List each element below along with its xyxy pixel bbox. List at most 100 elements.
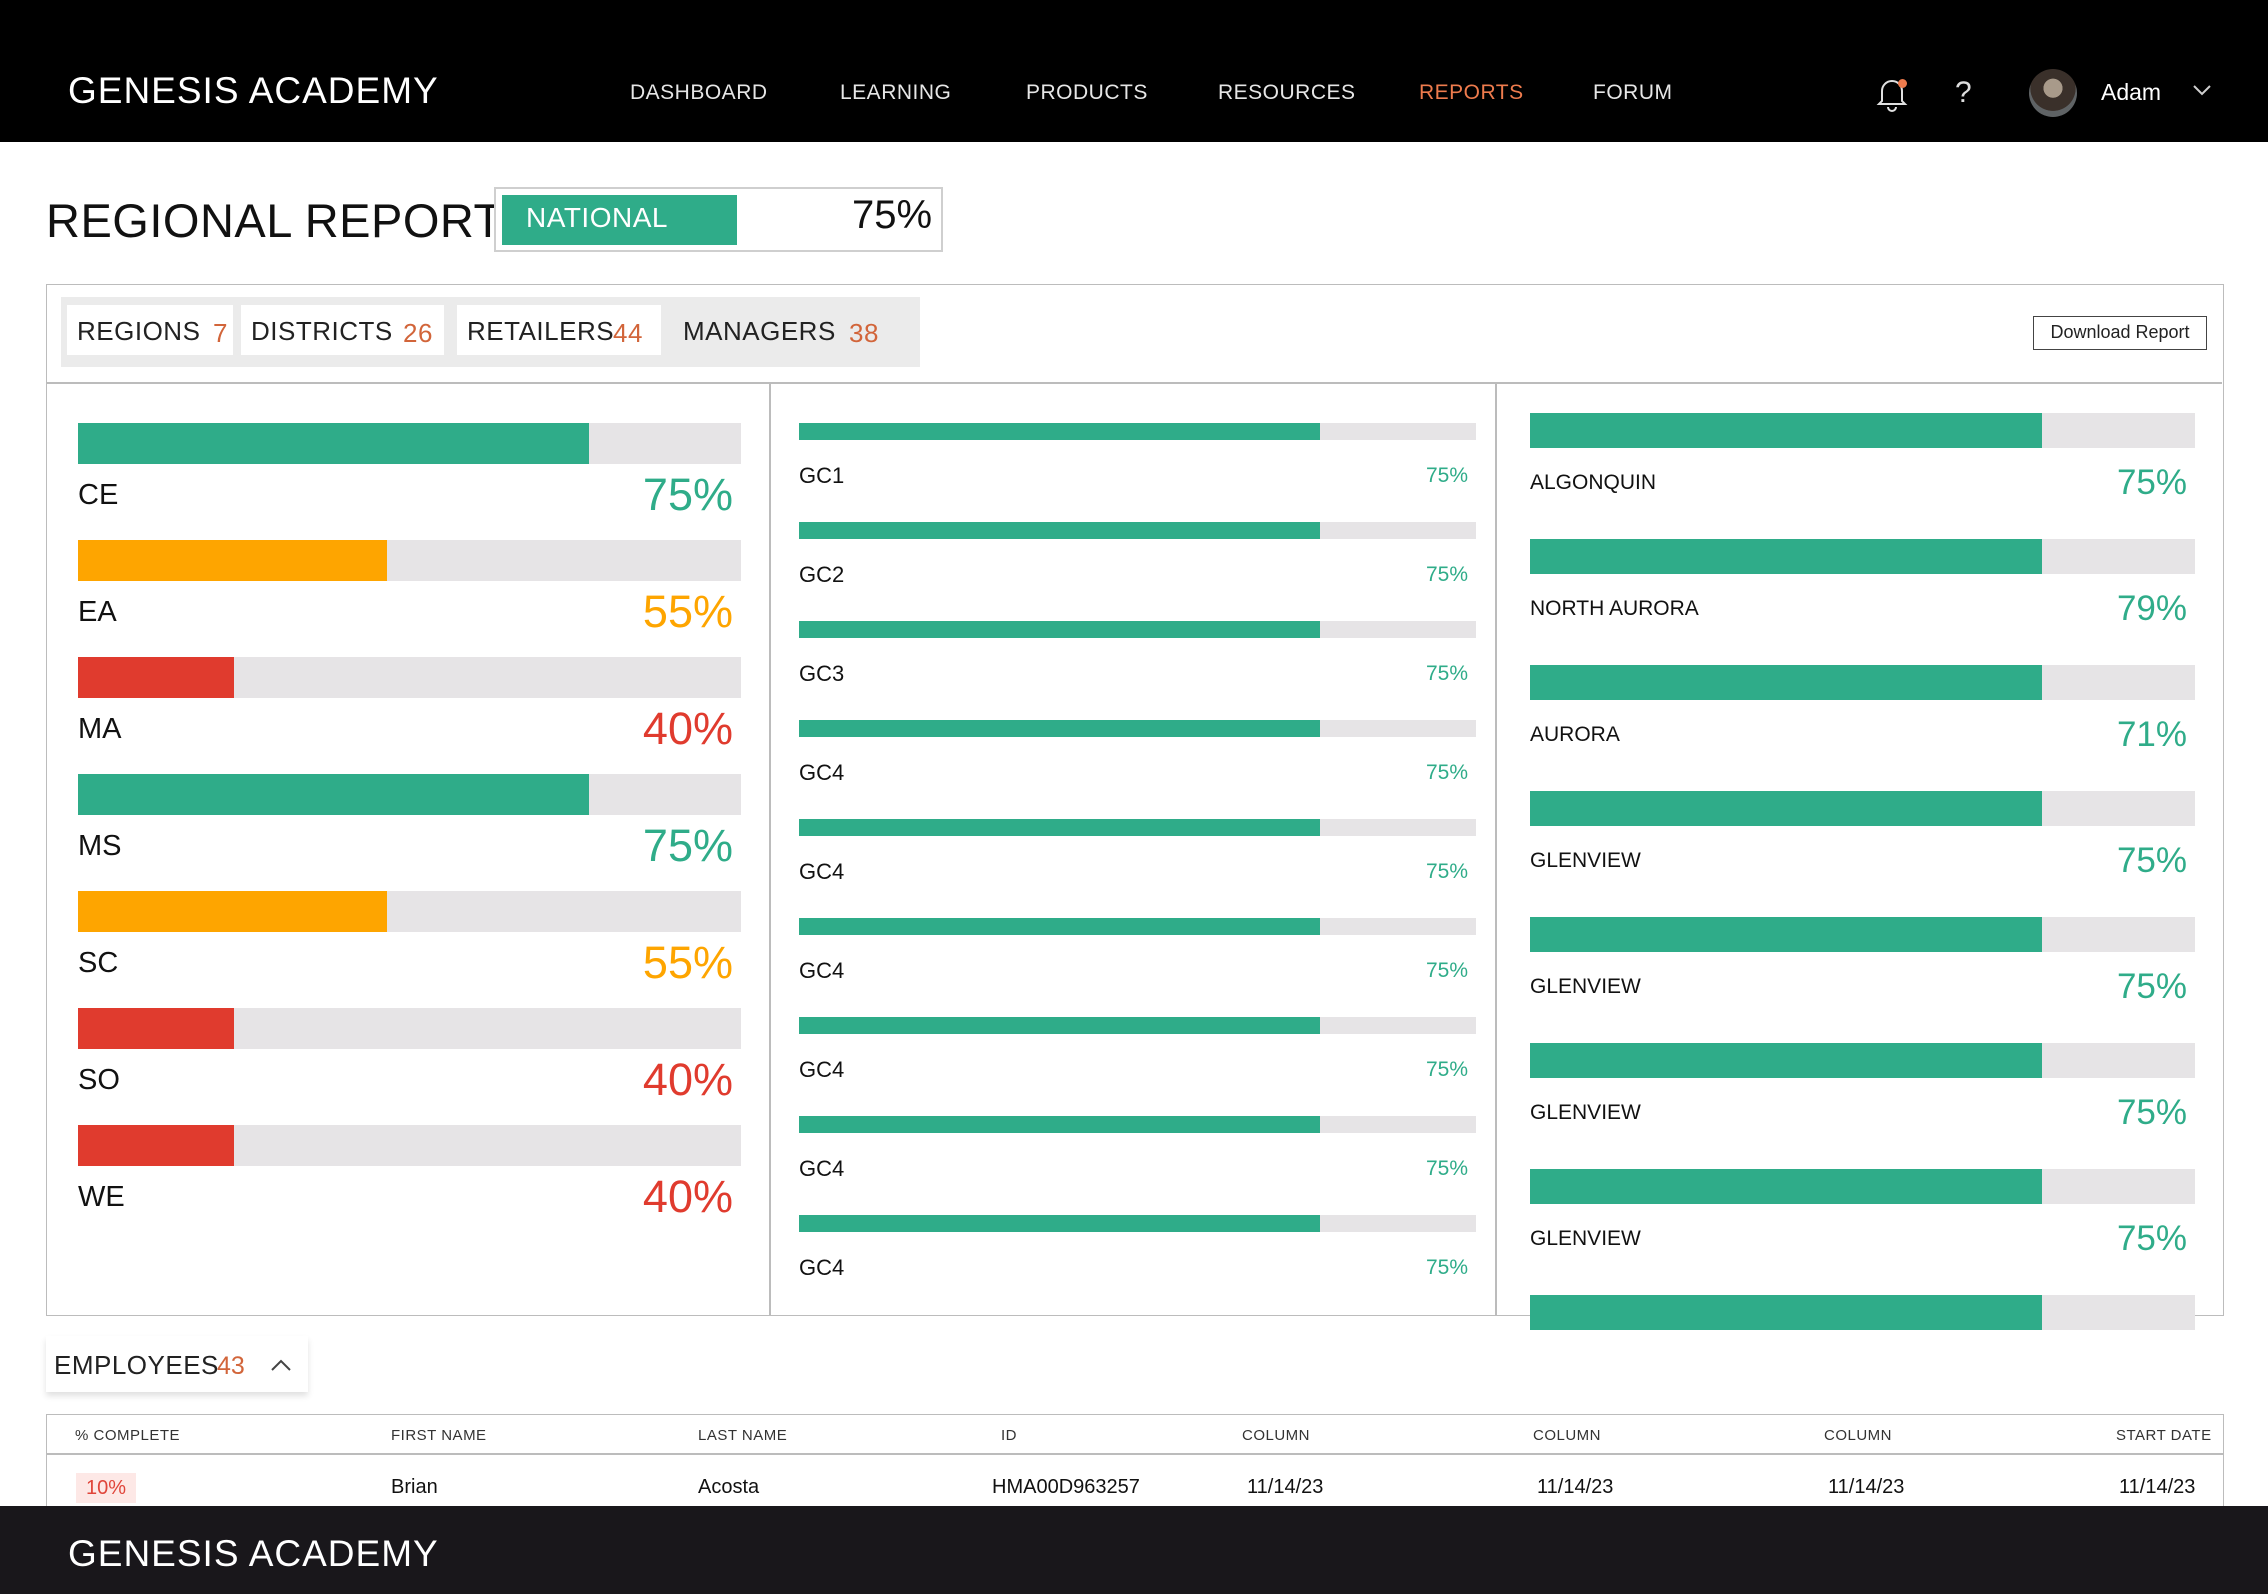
national-value: 75%: [852, 193, 933, 237]
region-row[interactable]: WE 40%: [78, 1125, 741, 1225]
bell-icon[interactable]: [1876, 76, 1908, 112]
district-row[interactable]: GC4 75%: [799, 819, 1476, 909]
row-value: 75%: [2116, 1093, 2187, 1132]
progress-track: [1530, 539, 2195, 574]
row-value: 79%: [2116, 589, 2187, 628]
nav-item-products[interactable]: PRODUCTS: [1026, 81, 1148, 104]
row-value: 55%: [642, 937, 733, 988]
avatar[interactable]: [2029, 69, 2077, 117]
column-header-start-date[interactable]: START DATE: [2116, 1427, 2212, 1444]
tab-retailers[interactable]: RETAILERS 44: [457, 305, 661, 355]
row-label: MS: [78, 830, 122, 862]
region-row[interactable]: SO 40%: [78, 1008, 741, 1108]
row-label: AURORA: [1530, 723, 1620, 746]
progress-fill: [799, 1116, 1321, 1133]
progress-fill: [78, 657, 234, 698]
district-row[interactable]: GC4 75%: [799, 1215, 1476, 1305]
progress-fill: [78, 540, 387, 581]
retailer-row[interactable]: ALGONQUIN 75%: [1530, 413, 2195, 523]
progress-fill: [1530, 917, 2043, 952]
progress-track: [78, 657, 741, 698]
row-label: GC4: [799, 1156, 845, 1181]
row-label: GC4: [799, 760, 845, 785]
column-header-complete[interactable]: % COMPLETE: [75, 1427, 181, 1444]
column-header-column[interactable]: COLUMN: [1824, 1427, 1893, 1444]
question-icon[interactable]: ?: [1955, 76, 1972, 109]
tab-label: MANAGERS: [683, 316, 836, 346]
employees-toggle[interactable]: EMPLOYEES 43: [46, 1336, 308, 1392]
nav-item-dashboard[interactable]: DASHBOARD: [630, 81, 768, 104]
nav-item-reports[interactable]: REPORTS: [1419, 81, 1524, 104]
row-label: GC4: [799, 958, 845, 983]
progress-track: [799, 720, 1476, 737]
tab-managers[interactable]: MANAGERS 38: [673, 305, 913, 355]
retailer-row[interactable]: GLENVIEW 75%: [1530, 791, 2195, 901]
progress-track: [799, 522, 1476, 539]
region-row[interactable]: SC 55%: [78, 891, 741, 991]
row-label: GLENVIEW: [1530, 849, 1641, 872]
retailer-row[interactable]: GLENVIEW 75%: [1530, 1043, 2195, 1153]
last-name-cell: Acosta: [698, 1476, 760, 1498]
district-row[interactable]: GC4 75%: [799, 720, 1476, 810]
progress-track: [799, 918, 1476, 935]
row-value: 75%: [2116, 1219, 2187, 1258]
district-row[interactable]: GC2 75%: [799, 522, 1476, 612]
region-row[interactable]: MS 75%: [78, 774, 741, 874]
row-value: 75%: [1425, 959, 1468, 982]
top-navigation-bar: GENESIS ACADEMY DASHBOARD LEARNING PRODU…: [0, 0, 2268, 142]
retailer-row[interactable]: AURORA 71%: [1530, 665, 2195, 775]
report-panel: REGIONS 7 DISTRICTS 26 RETAILERS 44 MANA…: [46, 284, 2224, 1330]
tab-districts[interactable]: DISTRICTS 26: [241, 305, 444, 355]
progress-track: [1530, 1169, 2195, 1204]
district-row[interactable]: GC4 75%: [799, 1017, 1476, 1107]
brand-logo[interactable]: GENESIS ACADEMY: [68, 70, 439, 111]
retailer-row[interactable]: NORTH AURORA 79%: [1530, 539, 2195, 649]
row-value: 75%: [2116, 841, 2187, 880]
column-header-last-name[interactable]: LAST NAME: [698, 1427, 788, 1444]
page-title: REGIONAL REPORT: [46, 194, 503, 247]
row-label: ALGONQUIN: [1530, 471, 1657, 494]
footer-brand[interactable]: GENESIS ACADEMY: [68, 1533, 439, 1574]
column-header-column[interactable]: COLUMN: [1242, 1427, 1311, 1444]
nav-item-learning[interactable]: LEARNING: [840, 81, 952, 104]
row-label: NORTH AURORA: [1530, 597, 1699, 620]
progress-track: [799, 1017, 1476, 1034]
download-report-button[interactable]: Download Report: [2033, 316, 2207, 350]
district-row[interactable]: GC4 75%: [799, 918, 1476, 1008]
column-header-first-name[interactable]: FIRST NAME: [391, 1427, 487, 1444]
row-value: 75%: [1425, 1157, 1468, 1180]
chevron-up-icon[interactable]: [270, 1352, 292, 1378]
employees-count: 43: [217, 1352, 245, 1380]
row-label: GC2: [799, 562, 845, 587]
tab-regions[interactable]: REGIONS 7: [67, 305, 233, 355]
row-value: 71%: [2116, 715, 2187, 754]
nav-item-forum[interactable]: FORUM: [1593, 81, 1673, 104]
progress-fill: [78, 1125, 234, 1166]
progress-fill: [799, 918, 1321, 935]
tab-label: RETAILERS: [467, 316, 615, 346]
progress-fill: [799, 621, 1321, 638]
district-row[interactable]: GC3 75%: [799, 621, 1476, 711]
row-label: EA: [78, 596, 117, 628]
region-row[interactable]: EA 55%: [78, 540, 741, 640]
district-row[interactable]: GC1 75%: [799, 423, 1476, 513]
region-row[interactable]: MA 40%: [78, 657, 741, 757]
progress-fill: [78, 1008, 234, 1049]
national-progress-fill: [502, 195, 737, 245]
progress-track: [1530, 665, 2195, 700]
retailer-row[interactable]: GLENVIEW 75%: [1530, 917, 2195, 1027]
column-header-id[interactable]: ID: [1001, 1427, 1017, 1444]
chevron-down-icon[interactable]: [2192, 80, 2212, 103]
user-name[interactable]: Adam: [2101, 79, 2162, 105]
progress-track: [799, 1116, 1476, 1133]
tab-label: DISTRICTS: [251, 316, 393, 346]
region-row[interactable]: CE 75%: [78, 423, 741, 523]
retailer-row[interactable]: GLENVIEW 75%: [1530, 1169, 2195, 1279]
district-row[interactable]: GC4 75%: [799, 1116, 1476, 1206]
start-date-cell: 11/14/23: [2119, 1476, 2196, 1498]
retailer-row[interactable]: [1530, 1295, 2195, 1405]
row-value: 75%: [1425, 860, 1468, 883]
nav-item-resources[interactable]: RESOURCES: [1218, 81, 1356, 104]
column-divider: [1495, 383, 1497, 1316]
column-header-column[interactable]: COLUMN: [1533, 1427, 1602, 1444]
